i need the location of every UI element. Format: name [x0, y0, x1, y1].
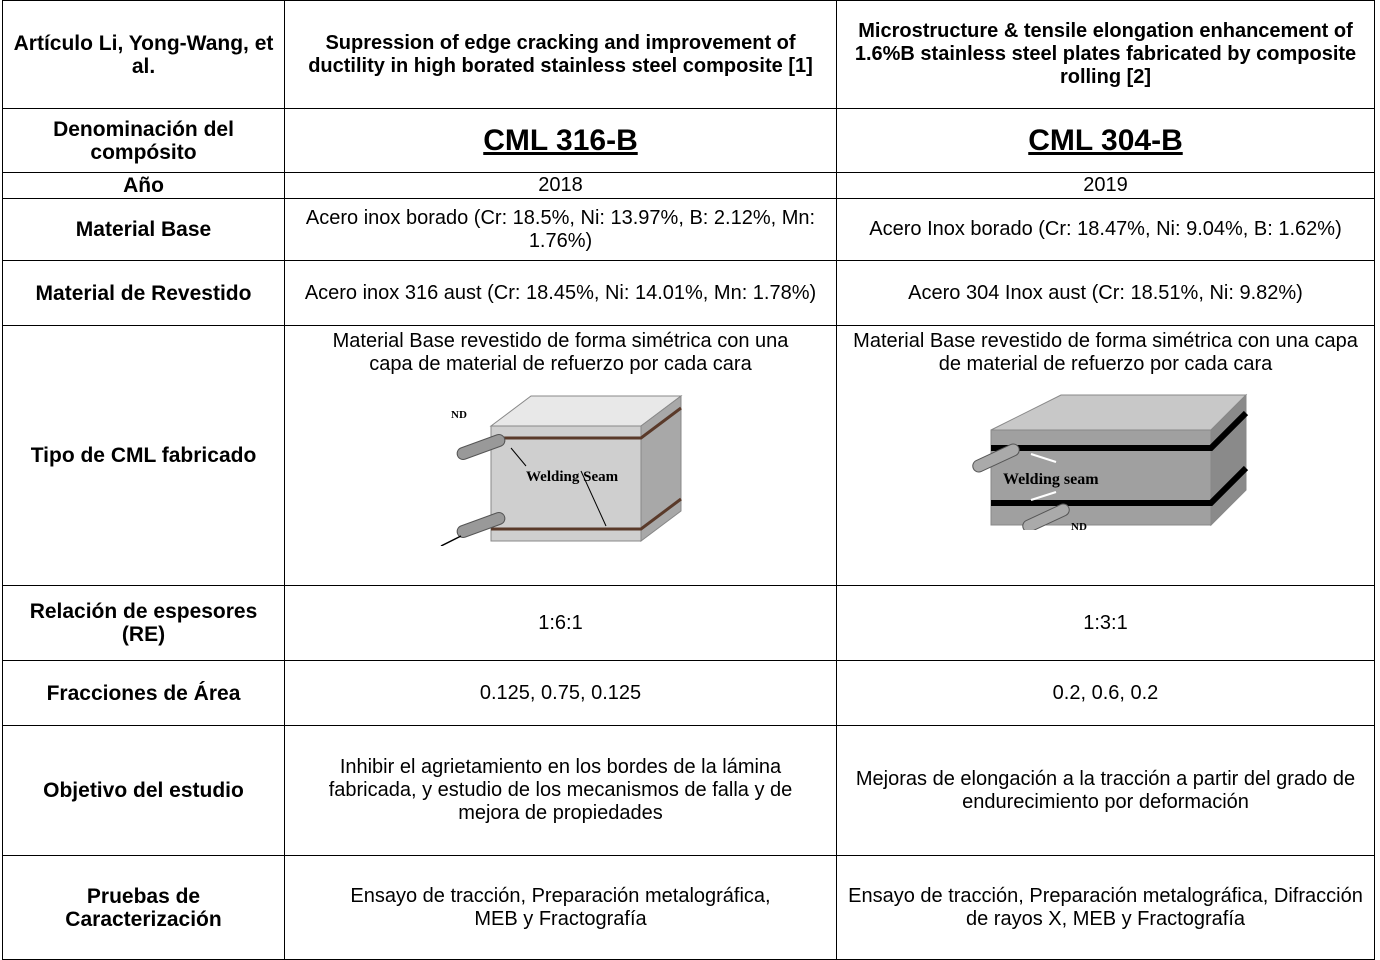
row-label: Material Base [2, 198, 285, 261]
row-label: Fracciones de Área [2, 660, 285, 726]
cell: Acero inox borado (Cr: 18.5%, Ni: 13.97%… [284, 198, 837, 261]
row-label: Relación de espesores (RE) [2, 585, 285, 661]
row: Material de Revestido Acero inox 316 aus… [2, 260, 1375, 326]
row: Pruebas de Caracterización Ensayo de tra… [2, 855, 1375, 960]
cell: 0.2, 0.6, 0.2 [836, 660, 1375, 726]
cell: Acero Inox borado (Cr: 18.47%, Ni: 9.04%… [836, 198, 1375, 261]
cell: 1:6:1 [284, 585, 837, 661]
cell: Acero 304 Inox aust (Cr: 18.51%, Ni: 9.8… [836, 260, 1375, 326]
row: Objetivo del estudio Inhibir el agrietam… [2, 725, 1375, 856]
figure: ND Welding Seam [440, 395, 682, 546]
header-cell: Microstructure & tensile elongation enha… [836, 0, 1375, 109]
cell: 1:3:1 [836, 585, 1375, 661]
header-row: Artículo Li, Yong-Wang, et al. Supressio… [2, 0, 1375, 109]
cell: 2019 [836, 172, 1375, 199]
row: Relación de espesores (RE) 1:6:1 1:3:1 [2, 585, 1375, 661]
figure-axis-label: ND [451, 409, 467, 421]
row-label: Denominación del compósito [2, 108, 285, 173]
figure-caption: Welding seam [1003, 471, 1099, 488]
cell-text: Material Base revestido de forma simétri… [332, 330, 789, 375]
header-cell: Supression of edge cracking and improvem… [284, 0, 837, 109]
cell: Material Base revestido de forma simétri… [836, 325, 1375, 586]
row: Material Base Acero inox borado (Cr: 18.… [2, 198, 1375, 261]
row: Denominación del compósito CML 316-B CML… [2, 108, 1375, 173]
cell: Ensayo de tracción, Preparación metalogr… [836, 855, 1375, 960]
cell-text: Material Base revestido de forma simétri… [853, 330, 1358, 375]
cell: 2018 [284, 172, 837, 199]
cell: CML 316-B [284, 108, 837, 173]
header-cell: Artículo Li, Yong-Wang, et al. [2, 0, 285, 109]
cell: CML 304-B [836, 108, 1375, 173]
cell: 0.125, 0.75, 0.125 [284, 660, 837, 726]
figure-axis-label: ND [1071, 521, 1087, 530]
cell: Mejoras de elongación a la tracción a pa… [836, 725, 1375, 856]
row: Tipo de CML fabricado Material Base reve… [2, 325, 1375, 586]
row-label: Año [2, 172, 285, 199]
cell: Material Base revestido de forma simétri… [284, 325, 837, 586]
row-label: Pruebas de Caracterización [2, 855, 285, 960]
cell: Inhibir el agrietamiento en los bordes d… [284, 725, 837, 856]
row-label: Material de Revestido [2, 260, 285, 326]
row-label: Tipo de CML fabricado [2, 325, 285, 586]
row: Fracciones de Área 0.125, 0.75, 0.125 0.… [2, 660, 1375, 726]
cell: Ensayo de tracción, Preparación metalogr… [284, 855, 837, 960]
row-label: Objetivo del estudio [2, 725, 285, 856]
cell: Acero inox 316 aust (Cr: 18.45%, Ni: 14.… [284, 260, 837, 326]
figure: Welding seam ND [971, 393, 1248, 530]
figure-caption: Welding Seam [526, 469, 619, 485]
row: Año 2018 2019 [2, 172, 1375, 199]
